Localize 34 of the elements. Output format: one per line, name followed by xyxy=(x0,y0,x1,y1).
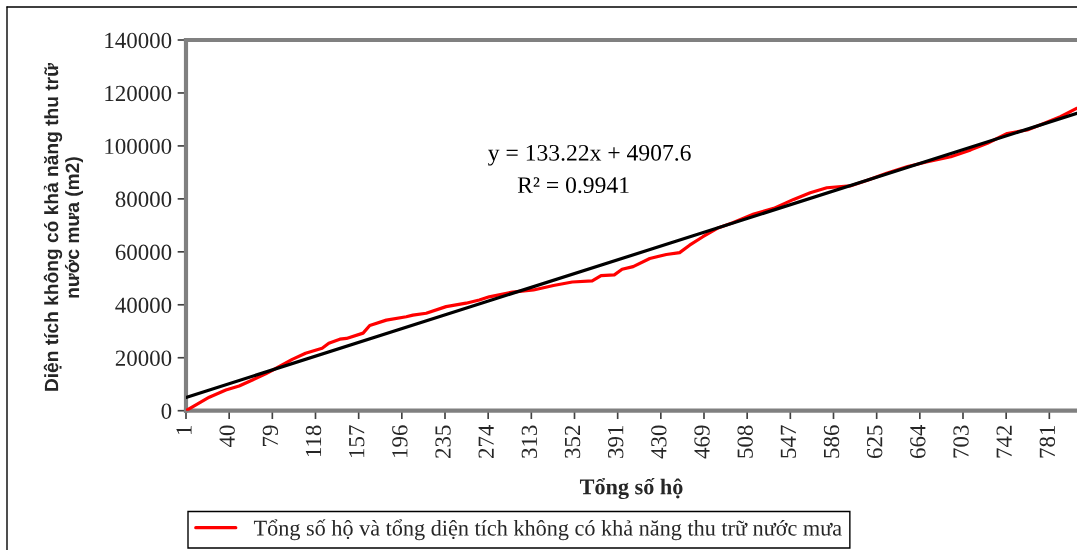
x-tick-label: 40 xyxy=(219,425,235,448)
x-tick-label: 586 xyxy=(823,425,840,458)
x-tick-label: 742 xyxy=(996,425,1012,458)
y-tick-label: 20000 xyxy=(115,350,172,366)
x-tick-label: 118 xyxy=(305,425,322,457)
x-tick-label: 352 xyxy=(564,425,581,458)
x-tick-label: 508 xyxy=(737,425,753,458)
x-axis-title: Tổng số hộ xyxy=(579,478,683,500)
y-tick-label: 100000 xyxy=(105,138,172,155)
x-tick-label: 430 xyxy=(651,425,667,459)
y-tick-label: 140000 xyxy=(105,32,172,49)
x-tick-label: 235 xyxy=(435,425,451,458)
x-tick-label: 547 xyxy=(780,425,797,458)
y-axis-title: Diện tích không có khả năng thu trữ nước mưa (m2) xyxy=(43,63,83,391)
x-tick-label: 703 xyxy=(953,425,969,458)
x-tick-label: 157 xyxy=(349,425,365,457)
y-tick-label: 120000 xyxy=(105,85,172,102)
x-tick-label: 274 xyxy=(478,424,494,458)
x-tick-label: 313 xyxy=(521,425,538,458)
x-tick-label: 1 xyxy=(176,425,192,435)
legend-label: Tổng số hộ và tổng diện tích không có khả năng thu trữ nước mưa xyxy=(253,519,842,541)
y-tick-label: 0 xyxy=(161,403,172,419)
x-tick-label: 625 xyxy=(867,425,883,458)
x-tick-label: 781 xyxy=(1039,425,1056,458)
x-tick-label: 664 xyxy=(910,424,926,458)
annotation: y = 133.22x + 4907.6 xyxy=(488,144,691,166)
x-tick-label: 196 xyxy=(392,425,408,457)
annotation: R² = 0.9941 xyxy=(517,177,629,194)
y-tick-label: 40000 xyxy=(115,297,172,313)
x-tick-label: 469 xyxy=(694,425,710,459)
x-tick-label: 79 xyxy=(262,425,279,446)
y-tick-label: 80000 xyxy=(115,191,172,208)
y-tick-label: 60000 xyxy=(115,244,172,261)
x-tick-label: 391 xyxy=(608,425,624,458)
